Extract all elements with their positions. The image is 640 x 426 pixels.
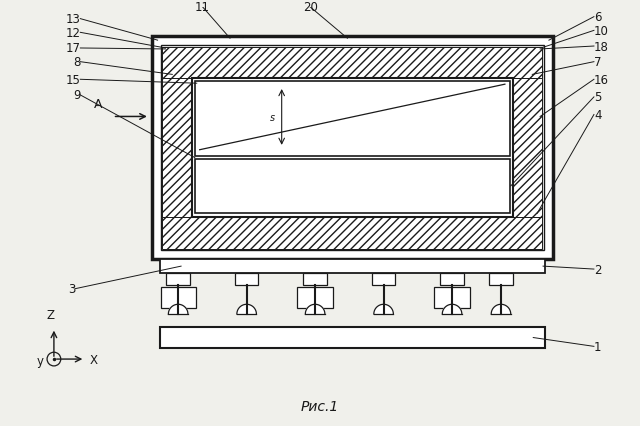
Text: 15: 15 <box>65 74 81 86</box>
Text: 7: 7 <box>594 56 602 69</box>
Text: 18: 18 <box>594 40 609 53</box>
Text: Рис.1: Рис.1 <box>301 399 339 413</box>
Bar <box>435 287 470 308</box>
Bar <box>298 287 333 308</box>
Text: 16: 16 <box>594 74 609 86</box>
Text: 6: 6 <box>594 11 602 24</box>
Bar <box>440 273 464 285</box>
Text: 11: 11 <box>195 1 210 14</box>
Polygon shape <box>491 305 511 314</box>
Text: y: y <box>36 354 44 367</box>
Bar <box>159 327 545 348</box>
Bar <box>163 218 542 249</box>
Bar <box>161 287 196 308</box>
Bar <box>303 273 327 285</box>
Bar <box>195 160 510 214</box>
Polygon shape <box>442 305 462 314</box>
Text: Z: Z <box>46 308 54 321</box>
Text: 12: 12 <box>65 27 81 40</box>
Text: 10: 10 <box>594 25 609 38</box>
Bar <box>513 79 542 218</box>
Bar <box>163 79 192 218</box>
Bar <box>489 273 513 285</box>
Bar <box>159 260 545 273</box>
Text: 5: 5 <box>594 91 602 104</box>
Polygon shape <box>305 305 325 314</box>
Text: 1: 1 <box>594 340 602 353</box>
Bar <box>192 79 513 218</box>
Bar <box>161 46 544 251</box>
Text: 4: 4 <box>594 109 602 122</box>
Text: 13: 13 <box>65 13 81 26</box>
Text: 8: 8 <box>73 56 81 69</box>
Text: 2: 2 <box>594 263 602 276</box>
Bar <box>235 273 259 285</box>
Bar <box>372 273 396 285</box>
Bar <box>152 37 553 260</box>
Bar <box>163 48 542 79</box>
Polygon shape <box>374 305 394 314</box>
Bar <box>166 273 190 285</box>
Text: s: s <box>270 112 275 123</box>
Text: A: A <box>93 98 102 110</box>
Text: 3: 3 <box>68 282 76 296</box>
Bar <box>195 82 510 156</box>
Polygon shape <box>237 305 257 314</box>
Text: 20: 20 <box>303 1 317 14</box>
Text: X: X <box>90 353 98 366</box>
Polygon shape <box>168 305 188 314</box>
Text: 17: 17 <box>65 42 81 55</box>
Text: 9: 9 <box>73 89 81 102</box>
